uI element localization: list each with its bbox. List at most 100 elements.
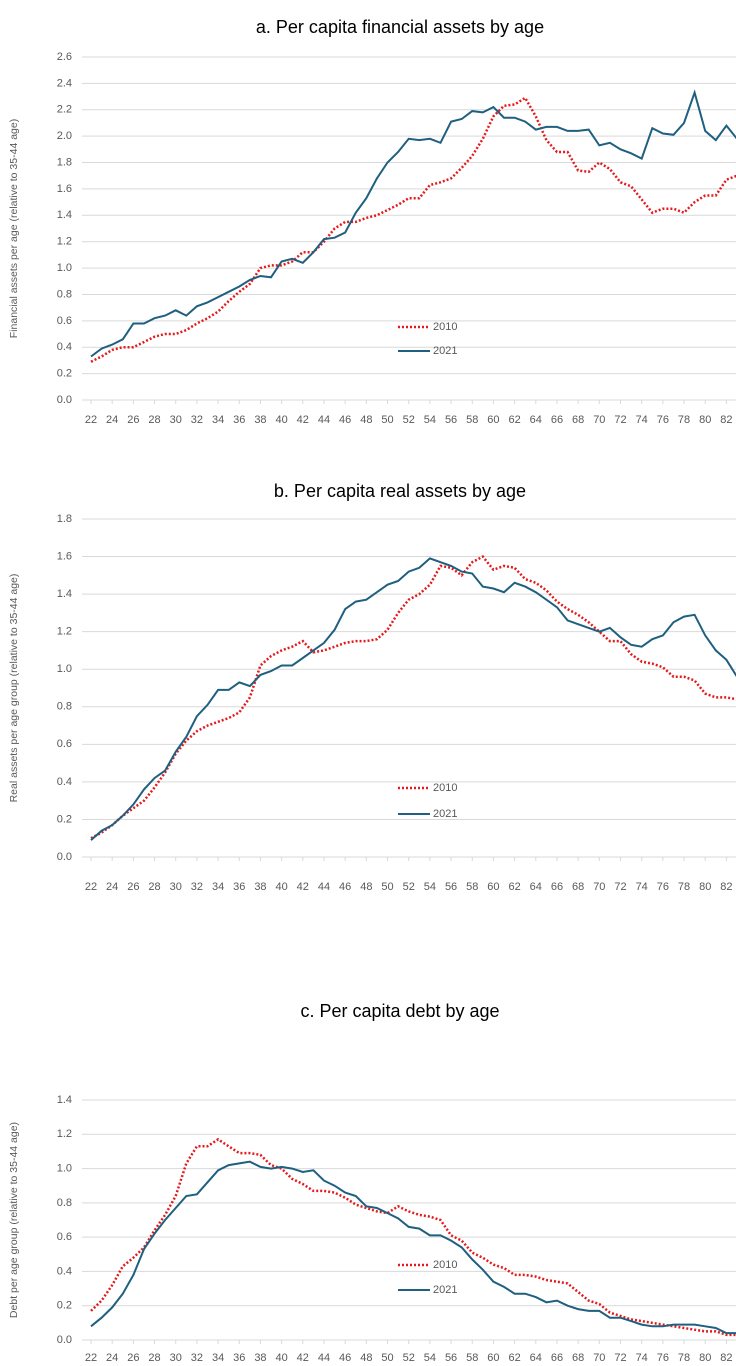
- x-tick-label: 44: [318, 1352, 330, 1364]
- x-tick-label: 68: [572, 881, 584, 893]
- x-tick-label: 48: [360, 1352, 372, 1364]
- y-tick-label: 0.2: [57, 813, 72, 825]
- x-tick-label: 74: [636, 881, 648, 893]
- x-tick-label: 32: [191, 881, 203, 893]
- x-tick-label: 56: [445, 881, 457, 893]
- x-tick-label: 46: [339, 1352, 351, 1364]
- x-tick-label: 24: [106, 881, 118, 893]
- y-tick-label: 0.8: [57, 288, 72, 300]
- series-line: [90, 557, 736, 841]
- x-tick-label: 50: [381, 881, 393, 893]
- x-tick-label: 36: [233, 1352, 245, 1364]
- y-tick-label: 0.0: [57, 1334, 72, 1346]
- y-tick-label: 0.6: [57, 738, 72, 750]
- x-tick-label: 68: [572, 1352, 584, 1364]
- legend-label: 2021: [433, 345, 457, 357]
- x-tick-label: 54: [424, 414, 436, 426]
- chart-title: c. Per capita debt by age: [300, 1001, 499, 1021]
- x-tick-label: 26: [127, 881, 139, 893]
- y-tick-label: 0.4: [57, 776, 72, 788]
- x-tick-label: 54: [424, 1352, 436, 1364]
- series-line: [90, 89, 736, 358]
- x-tick-label: 34: [212, 1352, 224, 1364]
- x-tick-label: 72: [614, 881, 626, 893]
- series-line: [90, 1137, 736, 1337]
- y-tick-label: 0.6: [57, 1231, 72, 1243]
- x-tick-label: 48: [360, 414, 372, 426]
- x-tick-label: 38: [254, 881, 266, 893]
- y-tick-label: 0.0: [57, 394, 72, 406]
- x-tick-label: 66: [551, 881, 563, 893]
- x-tick-label: 74: [636, 414, 648, 426]
- series-line: [90, 555, 736, 840]
- x-tick-label: 46: [339, 881, 351, 893]
- x-tick-label: 64: [530, 414, 542, 426]
- x-tick-label: 40: [275, 414, 287, 426]
- x-tick-label: 58: [466, 881, 478, 893]
- x-tick-label: 62: [508, 1352, 520, 1364]
- x-tick-label: 64: [530, 1352, 542, 1364]
- x-tick-label: 24: [106, 1352, 118, 1364]
- y-tick-label: 1.6: [57, 550, 72, 562]
- y-tick-label: 0.6: [57, 315, 72, 327]
- x-tick-label: 52: [403, 1352, 415, 1364]
- x-tick-label: 44: [318, 414, 330, 426]
- x-tick-label: 62: [508, 414, 520, 426]
- y-tick-label: 1.8: [57, 513, 72, 525]
- y-tick-label: 1.6: [57, 183, 72, 195]
- x-tick-label: 30: [170, 881, 182, 893]
- x-tick-label: 60: [487, 881, 499, 893]
- x-tick-label: 30: [170, 414, 182, 426]
- x-tick-label: 58: [466, 414, 478, 426]
- legend-label: 2021: [433, 1284, 457, 1296]
- legend-label: 2010: [433, 1259, 457, 1271]
- x-tick-label: 78: [678, 1352, 690, 1364]
- x-tick-label: 82: [720, 414, 732, 426]
- y-tick-label: 1.4: [57, 1094, 72, 1106]
- x-tick-label: 62: [508, 881, 520, 893]
- y-tick-label: 0.0: [57, 851, 72, 863]
- x-tick-label: 58: [466, 1352, 478, 1364]
- x-tick-label: 50: [381, 414, 393, 426]
- x-tick-label: 36: [233, 414, 245, 426]
- x-tick-label: 28: [148, 414, 160, 426]
- x-tick-label: 70: [593, 1352, 605, 1364]
- y-tick-label: 0.2: [57, 1300, 72, 1312]
- legend-label: 2010: [433, 321, 457, 333]
- chart-title: b. Per capita real assets by age: [274, 481, 526, 501]
- y-tick-label: 1.0: [57, 663, 72, 675]
- y-axis-title: Financial assets per age (relative to 35…: [8, 119, 20, 338]
- y-tick-label: 1.0: [57, 262, 72, 274]
- x-tick-label: 80: [699, 414, 711, 426]
- x-tick-label: 40: [275, 881, 287, 893]
- y-axis-title: Debt per age group (relative to 35-44 ag…: [8, 1122, 20, 1318]
- y-tick-label: 2.2: [57, 104, 72, 116]
- x-tick-label: 56: [445, 1352, 457, 1364]
- x-tick-label: 70: [593, 414, 605, 426]
- y-tick-label: 0.8: [57, 1197, 72, 1209]
- x-tick-label: 82: [720, 1352, 732, 1364]
- x-tick-label: 76: [657, 881, 669, 893]
- x-tick-label: 24: [106, 414, 118, 426]
- x-tick-label: 78: [678, 414, 690, 426]
- x-tick-label: 52: [403, 881, 415, 893]
- x-tick-label: 42: [297, 414, 309, 426]
- x-tick-label: 56: [445, 414, 457, 426]
- x-tick-label: 28: [148, 881, 160, 893]
- x-tick-label: 42: [297, 1352, 309, 1364]
- chart-title: a. Per capita financial assets by age: [256, 17, 544, 37]
- y-tick-label: 1.2: [57, 236, 72, 248]
- y-tick-label: 1.8: [57, 156, 72, 168]
- y-tick-label: 1.2: [57, 626, 72, 638]
- y-tick-label: 2.6: [57, 51, 72, 63]
- x-tick-label: 66: [551, 414, 563, 426]
- x-tick-label: 76: [657, 1352, 669, 1364]
- x-tick-label: 46: [339, 414, 351, 426]
- y-tick-label: 0.4: [57, 341, 72, 353]
- x-tick-label: 52: [403, 414, 415, 426]
- x-tick-label: 54: [424, 881, 436, 893]
- x-tick-label: 22: [85, 414, 97, 426]
- y-axis-title: Real assets per age group (relative to 3…: [8, 574, 20, 803]
- x-tick-label: 38: [254, 414, 266, 426]
